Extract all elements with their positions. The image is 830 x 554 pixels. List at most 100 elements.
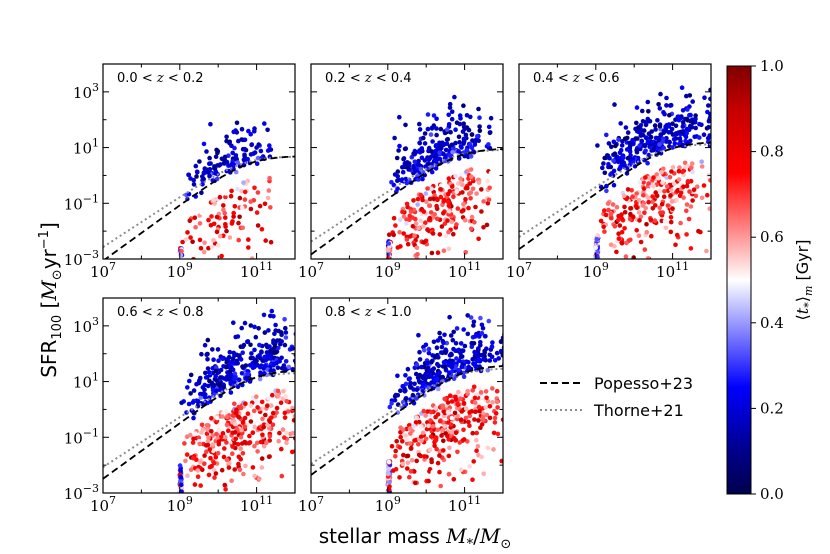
data-point	[467, 464, 473, 469]
data-point	[279, 365, 285, 371]
data-point	[395, 245, 401, 250]
data-point	[446, 122, 452, 127]
data-point	[231, 129, 236, 135]
data-point	[690, 99, 695, 104]
data-point	[456, 149, 461, 154]
data-point	[230, 162, 235, 168]
data-point	[650, 199, 655, 205]
data-point	[179, 248, 184, 254]
data-point	[473, 409, 478, 415]
data-point	[680, 120, 686, 125]
data-point	[263, 238, 269, 243]
data-point	[230, 413, 236, 418]
data-point	[226, 428, 231, 434]
data-point	[401, 156, 406, 162]
data-point	[678, 190, 684, 196]
data-point	[187, 218, 193, 223]
data-point	[670, 206, 675, 211]
colorbar-tick-label: 0.0	[760, 485, 784, 503]
data-point	[493, 411, 499, 416]
data-point	[188, 391, 193, 396]
x-tick-label: 109	[167, 260, 193, 281]
data-point	[708, 87, 711, 93]
data-point	[455, 401, 460, 407]
data-point	[661, 110, 666, 115]
data-point	[438, 483, 444, 489]
data-point	[443, 364, 448, 370]
data-point	[434, 446, 439, 452]
data-point	[271, 368, 276, 373]
data-point	[256, 142, 262, 147]
data-point	[678, 220, 683, 226]
data-point	[234, 426, 239, 432]
data-point	[469, 344, 475, 350]
data-point	[461, 374, 467, 380]
data-point	[232, 371, 238, 377]
data-point	[469, 132, 475, 137]
data-point	[242, 189, 248, 195]
data-point	[682, 160, 688, 166]
data-point	[491, 430, 497, 436]
data-point	[205, 337, 211, 343]
panel-redshift-label: 0.0 < z < 0.2	[117, 71, 204, 86]
data-point	[686, 216, 692, 222]
data-point	[256, 326, 261, 331]
data-point	[279, 446, 284, 452]
data-point	[387, 404, 393, 410]
data-point	[238, 357, 244, 362]
data-point	[484, 412, 490, 418]
data-point	[417, 140, 422, 146]
colorbar-ticks: 0.0 0.2 0.4 0.6 0.8 1.0	[751, 57, 784, 503]
data-point	[270, 392, 275, 398]
data-point	[470, 186, 476, 192]
data-point	[649, 129, 654, 134]
data-point	[436, 156, 442, 162]
data-point	[418, 218, 424, 223]
data-point	[706, 124, 711, 130]
data-point	[481, 357, 486, 362]
panel-2: 107 109 1011 0.2 < z < 0.4	[298, 63, 504, 281]
data-point	[653, 127, 658, 132]
data-point	[456, 156, 462, 161]
data-point	[624, 240, 629, 246]
data-point	[434, 116, 439, 122]
data-point	[675, 188, 680, 193]
data-point	[229, 478, 234, 484]
data-point	[188, 432, 193, 438]
data-point	[670, 164, 676, 170]
panel-ticks	[102, 63, 296, 260]
data-point	[627, 140, 632, 146]
data-point	[473, 204, 478, 210]
data-point	[178, 482, 184, 488]
data-point	[405, 453, 411, 459]
data-point	[677, 136, 683, 141]
data-point	[645, 160, 650, 166]
data-point	[471, 459, 477, 464]
data-point	[192, 482, 198, 487]
data-point	[215, 347, 221, 352]
data-point	[642, 210, 647, 215]
data-point	[429, 459, 435, 465]
data-point	[268, 205, 273, 210]
data-point	[223, 224, 228, 229]
data-point	[212, 475, 217, 480]
data-point	[227, 349, 233, 355]
data-point	[453, 341, 459, 346]
data-point	[233, 410, 239, 416]
data-point	[688, 246, 694, 251]
data-point	[207, 464, 213, 470]
data-point	[441, 248, 447, 253]
data-point	[611, 139, 617, 145]
data-point	[420, 197, 425, 203]
data-point	[188, 235, 193, 240]
data-point	[434, 376, 440, 382]
data-point	[284, 430, 289, 436]
data-point	[419, 438, 424, 444]
panel-redshift-label: 0.2 < z < 0.4	[325, 71, 412, 86]
data-point	[490, 386, 495, 391]
data-point	[462, 218, 468, 223]
data-point	[258, 439, 264, 445]
data-point	[675, 131, 680, 137]
data-point	[465, 331, 471, 337]
data-point	[451, 329, 457, 335]
